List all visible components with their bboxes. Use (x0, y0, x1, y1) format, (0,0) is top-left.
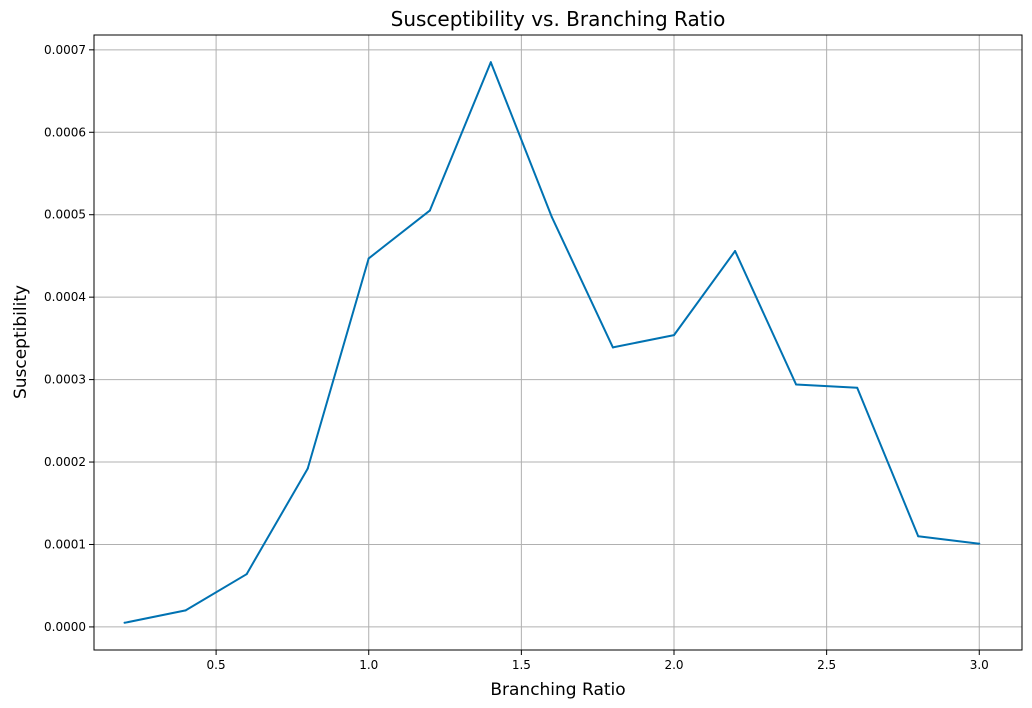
data-point (245, 573, 248, 576)
data-point (306, 467, 309, 470)
x-tick-label: 2.5 (817, 658, 836, 672)
data-point (917, 535, 920, 538)
x-tick-label: 1.5 (512, 658, 531, 672)
y-tick-label: 0.0006 (44, 125, 86, 139)
data-point (550, 216, 553, 219)
data-point (734, 249, 737, 252)
x-tick-label: 1.0 (359, 658, 378, 672)
data-point (428, 209, 431, 212)
data-point (795, 383, 798, 386)
y-tick-label: 0.0003 (44, 373, 86, 387)
data-point (367, 257, 370, 260)
chart-title: Susceptibility vs. Branching Ratio (391, 7, 726, 31)
plot-frame (93, 34, 1023, 651)
y-axis-title: Susceptibility (11, 285, 31, 399)
x-tick-label: 0.5 (207, 658, 226, 672)
y-tick-label: 0.0002 (44, 455, 86, 469)
y-axis: 0.0000 0.0001 0.0002 0.0003 0.0004 0.0005 0.00… (44, 43, 94, 634)
y-tick-label: 0.0004 (44, 290, 86, 304)
x-tick-label: 3.0 (970, 658, 989, 672)
x-axis: 0.5 1.0 1.5 2.0 2.5 3.0 (207, 650, 989, 672)
data-point (489, 61, 492, 64)
x-axis-title: Branching Ratio (490, 680, 625, 700)
y-tick-label: 0.0000 (44, 620, 86, 634)
data-point (856, 386, 859, 389)
x-tick-label: 2.0 (664, 658, 683, 672)
y-tick-label: 0.0007 (44, 43, 86, 57)
series-layer (123, 61, 981, 624)
data-point (673, 334, 675, 337)
y-tick-label: 0.0001 (44, 537, 86, 551)
data-point (123, 621, 126, 624)
data-point (184, 609, 187, 612)
data-point (978, 542, 981, 545)
y-tick-label: 0.0005 (44, 208, 86, 222)
data-point (611, 346, 614, 349)
grid (94, 35, 1022, 650)
